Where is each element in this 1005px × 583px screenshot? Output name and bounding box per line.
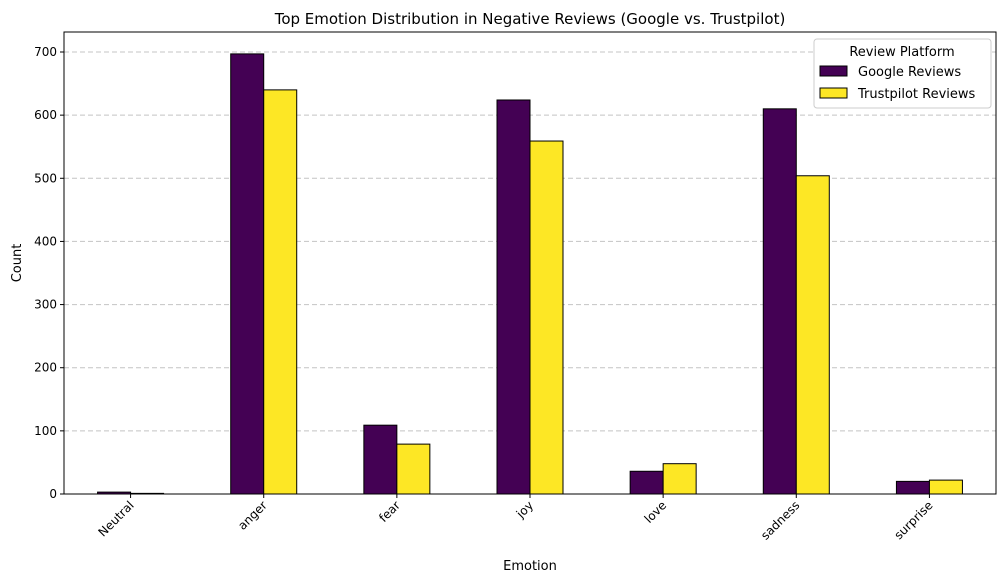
bar-google-sadness	[762, 108, 797, 495]
bar-trustpilot-surprise	[928, 479, 963, 495]
legend: Review Platform Google Reviews Trustpilo…	[813, 38, 992, 109]
y-axis: 0 100 200 300 400 500 600 700	[34, 45, 64, 501]
bar-google-anger	[230, 53, 265, 495]
bar-google-love	[629, 470, 664, 495]
y-tick-label: 400	[34, 234, 57, 248]
bar-trustpilot-fear	[396, 443, 431, 495]
legend-title: Review Platform	[849, 45, 954, 60]
bar-trustpilot-anger	[263, 89, 298, 495]
y-axis-label: Count	[10, 244, 25, 283]
y-tick-label: 500	[34, 171, 57, 185]
chart-title: Top Emotion Distribution in Negative Rev…	[274, 10, 786, 28]
x-tick-label: joy	[513, 498, 536, 521]
legend-label-google: Google Reviews	[858, 65, 961, 80]
y-tick-label: 200	[34, 361, 57, 375]
legend-swatch-google	[819, 65, 848, 77]
bar-google-fear	[363, 424, 398, 495]
x-tick-label: fear	[376, 498, 403, 525]
x-axis: Neutral anger fear joy love sadness surprise	[95, 494, 936, 543]
bar-google-surprise	[895, 480, 930, 495]
y-tick-label: 100	[34, 424, 57, 438]
x-axis-label: Emotion	[503, 559, 557, 574]
x-tick-label: sadness	[758, 498, 802, 542]
y-tick-label: 300	[34, 298, 57, 312]
y-tick-label: 700	[34, 45, 57, 59]
legend-label-trustpilot: Trustpilot Reviews	[857, 87, 976, 102]
bar-trustpilot-sadness	[795, 175, 830, 495]
x-tick-label: love	[642, 498, 670, 526]
bars	[97, 53, 963, 495]
x-tick-label: Neutral	[95, 498, 136, 539]
bar-trustpilot-love	[662, 463, 697, 495]
x-tick-label: anger	[235, 498, 270, 533]
y-tick-label: 600	[34, 108, 57, 122]
x-tick-label: surprise	[891, 498, 935, 542]
legend-swatch-trustpilot	[819, 87, 848, 99]
bar-google-joy	[496, 99, 531, 495]
y-tick-label: 0	[49, 487, 57, 501]
bar-trustpilot-joy	[529, 140, 564, 495]
